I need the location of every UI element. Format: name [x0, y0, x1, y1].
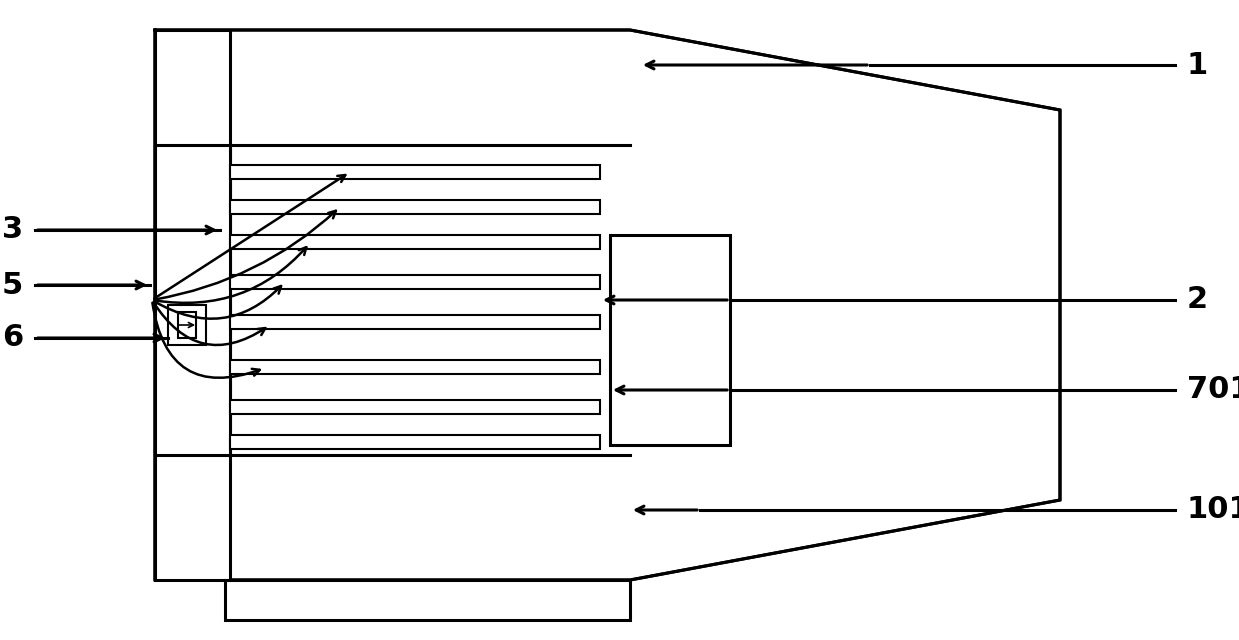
Text: 5: 5 [1, 271, 24, 300]
Bar [178, 312, 196, 338]
Bar [230, 165, 600, 179]
Bar [610, 235, 730, 445]
Bar [230, 315, 600, 329]
Text: 6: 6 [1, 323, 24, 353]
Text: 101: 101 [1187, 495, 1239, 525]
Bar [230, 200, 600, 214]
Text: 1: 1 [1187, 51, 1208, 79]
Text: 701: 701 [1187, 376, 1239, 404]
Text: 2: 2 [1187, 285, 1208, 314]
Polygon shape [155, 30, 1061, 580]
Bar [230, 400, 600, 414]
Bar [230, 275, 600, 289]
Bar [155, 145, 230, 455]
Text: 3: 3 [2, 216, 24, 244]
Bar [169, 305, 206, 345]
Bar [225, 580, 629, 620]
Bar [155, 30, 230, 580]
Bar [230, 235, 600, 249]
Bar [230, 360, 600, 374]
Bar [230, 435, 600, 449]
